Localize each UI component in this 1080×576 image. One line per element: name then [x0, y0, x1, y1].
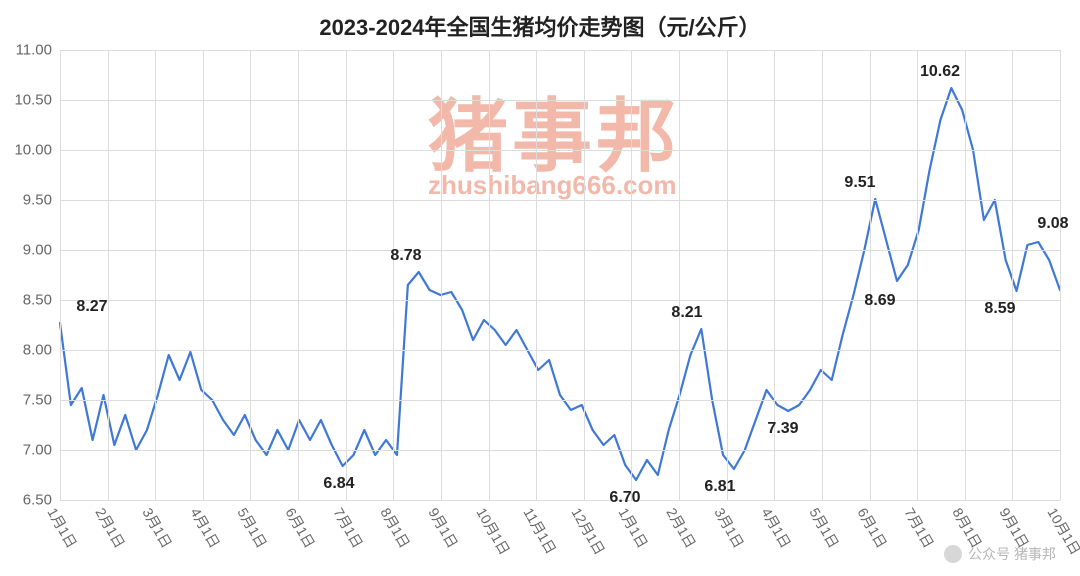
grid-line-v [441, 50, 442, 500]
y-tick-label: 8.00 [23, 342, 52, 359]
data-point-label: 8.78 [390, 247, 421, 265]
grid-line-h [60, 250, 1060, 251]
grid-line-h [60, 150, 1060, 151]
grid-line-v [1060, 50, 1061, 500]
grid-line-v [250, 50, 251, 500]
data-point-label: 8.21 [671, 304, 702, 322]
y-tick-label: 6.50 [23, 492, 52, 509]
data-point-label: 8.69 [864, 292, 895, 310]
grid-line-v [679, 50, 680, 500]
x-tick-label: 2月1日 [662, 504, 701, 552]
data-point-label: 10.62 [920, 63, 960, 81]
x-tick-label: 6月1日 [852, 504, 891, 552]
data-point-label: 7.39 [767, 420, 798, 438]
price-line-svg [60, 50, 1060, 500]
x-tick-label: 5月1日 [233, 504, 272, 552]
grid-line-v [822, 50, 823, 500]
price-line [60, 88, 1060, 480]
grid-line-v [965, 50, 966, 500]
y-tick-label: 10.00 [14, 142, 52, 159]
x-tick-label: 7月1日 [900, 504, 939, 552]
plot-area: 6.507.007.508.008.509.009.5010.0010.5011… [60, 50, 1060, 500]
grid-line-v [1012, 50, 1013, 500]
x-tick-label: 11月1日 [519, 504, 561, 558]
grid-line-h [60, 100, 1060, 101]
grid-line-v [631, 50, 632, 500]
grid-line-v [870, 50, 871, 500]
data-point-label: 6.81 [704, 478, 735, 496]
grid-line-v [155, 50, 156, 500]
x-tick-label: 3月1日 [709, 504, 748, 552]
x-tick-label: 7月1日 [328, 504, 367, 552]
x-tick-label: 12月1日 [566, 504, 609, 558]
grid-line-v [346, 50, 347, 500]
wechat-icon [944, 545, 962, 563]
grid-line-v [203, 50, 204, 500]
x-tick-label: 2月1日 [90, 504, 129, 552]
grid-line-v [489, 50, 490, 500]
grid-line-v [60, 50, 61, 500]
y-tick-label: 7.00 [23, 442, 52, 459]
grid-line-h [60, 450, 1060, 451]
grid-line-v [584, 50, 585, 500]
grid-line-v [727, 50, 728, 500]
x-tick-label: 10月1日 [471, 504, 514, 558]
x-tick-label: 9月1日 [424, 504, 463, 552]
chart-title: 2023-2024年全国生猪均价走势图（元/公斤） [0, 10, 1080, 42]
x-tick-label: 4月1日 [757, 504, 796, 552]
grid-line-v [536, 50, 537, 500]
grid-line-v [917, 50, 918, 500]
data-point-label: 6.70 [609, 489, 640, 507]
data-point-label: 8.27 [76, 298, 107, 316]
footer-attribution: 公众号 猪事邦 [944, 544, 1056, 564]
footer-text: 公众号 猪事邦 [968, 544, 1056, 564]
y-tick-label: 7.50 [23, 392, 52, 409]
grid-line-h [60, 300, 1060, 301]
data-point-label: 8.59 [984, 300, 1015, 318]
grid-line-h [60, 350, 1060, 351]
x-tick-label: 6月1日 [281, 504, 320, 552]
data-point-label: 9.08 [1037, 215, 1068, 233]
grid-line-h [60, 400, 1060, 401]
grid-line-h [60, 200, 1060, 201]
data-point-label: 6.84 [323, 475, 354, 493]
grid-line-v [298, 50, 299, 500]
y-tick-label: 8.50 [23, 292, 52, 309]
x-tick-label: 4月1日 [186, 504, 225, 552]
x-tick-label: 1月1日 [614, 504, 653, 552]
y-tick-label: 9.50 [23, 192, 52, 209]
data-point-label: 9.51 [844, 174, 875, 192]
y-tick-label: 10.50 [14, 92, 52, 109]
x-tick-label: 8月1日 [376, 504, 415, 552]
chart-container: 2023-2024年全国生猪均价走势图（元/公斤） 猪事邦 zhushibang… [0, 0, 1080, 576]
x-tick-label: 3月1日 [138, 504, 177, 552]
grid-line-v [108, 50, 109, 500]
x-tick-label: 1月1日 [43, 504, 82, 552]
grid-line-h [60, 500, 1060, 501]
y-tick-label: 11.00 [16, 42, 52, 59]
grid-line-v [393, 50, 394, 500]
y-tick-label: 9.00 [23, 242, 52, 259]
grid-line-h [60, 50, 1060, 51]
x-tick-label: 5月1日 [805, 504, 844, 552]
